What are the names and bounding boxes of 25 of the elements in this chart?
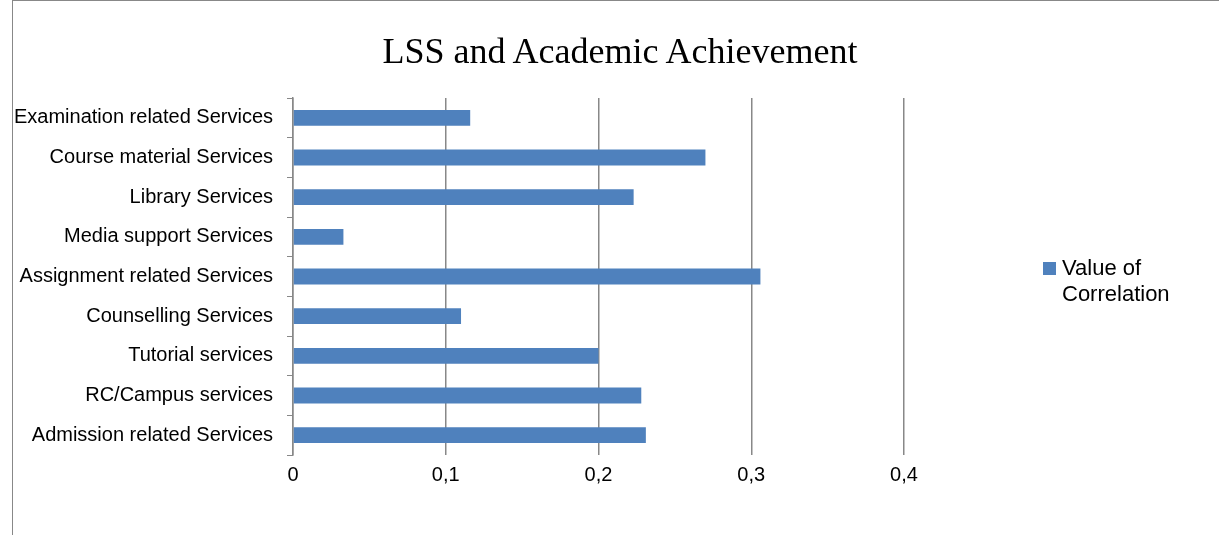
y-tick-label: Admission related Services (31, 422, 274, 445)
bar (293, 347, 599, 364)
x-tick-label: 0,4 (890, 462, 918, 485)
x-tick-label: 0,2 (584, 462, 613, 485)
bar (293, 228, 344, 245)
y-tick-label: Counselling Services (86, 303, 274, 326)
bar (293, 109, 471, 126)
x-tick-label: 0,3 (737, 462, 766, 485)
chart-title: LSS and Academic Achievement (381, 30, 859, 72)
y-tick-label: Assignment related Services (19, 264, 274, 287)
y-tick-label: Examination related Services (14, 105, 274, 128)
bar (293, 189, 634, 206)
legend-label: Value of Correlation (1062, 255, 1171, 307)
bar (293, 308, 462, 325)
x-tick-label: 0 (287, 462, 299, 485)
y-tick-label: Course material Services (49, 145, 274, 168)
y-tick-label: Tutorial services (128, 343, 274, 366)
bar (293, 387, 642, 404)
y-tick-label: RC/Campus services (85, 383, 274, 406)
x-tick-label: 0,1 (431, 462, 460, 485)
bar (293, 149, 706, 166)
bar (293, 427, 646, 444)
y-tick-label: Media support Services (64, 224, 274, 247)
bar (293, 268, 761, 285)
y-tick-label: Library Services (129, 184, 274, 207)
